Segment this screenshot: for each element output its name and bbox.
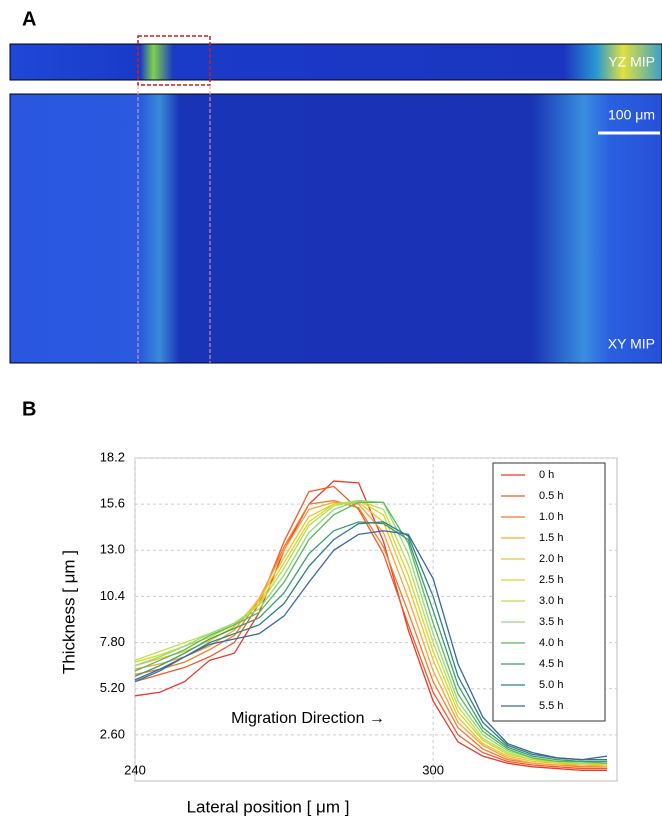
series-line xyxy=(134,501,608,764)
series-line xyxy=(134,530,608,761)
x-tick-label: 240 xyxy=(124,762,146,777)
x-tick-label: 300 xyxy=(422,762,444,777)
y-axis-label: Thickness [ μm ] xyxy=(59,550,78,674)
legend-label: 2.0 h xyxy=(539,553,563,565)
legend-label: 0 h xyxy=(539,469,554,481)
y-tick-label: 15.6 xyxy=(100,496,125,511)
legend-label: 1.5 h xyxy=(539,532,563,544)
legend-label: 3.0 h xyxy=(539,595,563,607)
x-axis-label: Lateral position [ μm ] xyxy=(187,797,350,816)
legend-label: 5.5 h xyxy=(539,700,563,712)
y-tick-label: 13.0 xyxy=(100,542,125,557)
legend-label: 4.5 h xyxy=(539,658,563,670)
roi-box xyxy=(137,35,211,86)
y-tick-label: 7.80 xyxy=(100,634,125,649)
legend-label: 0.5 h xyxy=(539,490,563,502)
yz-image xyxy=(9,43,662,81)
panel-label: A xyxy=(22,8,36,30)
legend-label: 1.0 h xyxy=(539,511,563,523)
xy-image xyxy=(9,93,662,364)
legend-label: 3.5 h xyxy=(539,616,563,628)
y-tick-label: 2.60 xyxy=(100,726,125,741)
legend-label: 5.0 h xyxy=(539,679,563,691)
legend-box xyxy=(492,462,606,722)
y-tick-label: 5.20 xyxy=(100,680,125,695)
series-line xyxy=(134,501,608,766)
series-line xyxy=(134,521,608,761)
legend-label: 2.5 h xyxy=(539,574,563,586)
legend-label: 4.0 h xyxy=(539,637,563,649)
image-label: YZ MIP xyxy=(608,54,655,70)
y-tick-label: 18.2 xyxy=(100,449,125,464)
image-label: XY MIP xyxy=(608,336,655,352)
series-line xyxy=(134,485,608,770)
y-tick-label: 10.4 xyxy=(100,588,125,603)
annotation: Migration Direction → xyxy=(231,710,385,727)
scale-bar-label: 100 μm xyxy=(608,107,655,123)
chart-b: 2.60 5.20 7.80 10.4 13.0 15.6 18.2 240 300 Migrat… xyxy=(59,449,618,816)
panel-label: B xyxy=(22,398,36,420)
